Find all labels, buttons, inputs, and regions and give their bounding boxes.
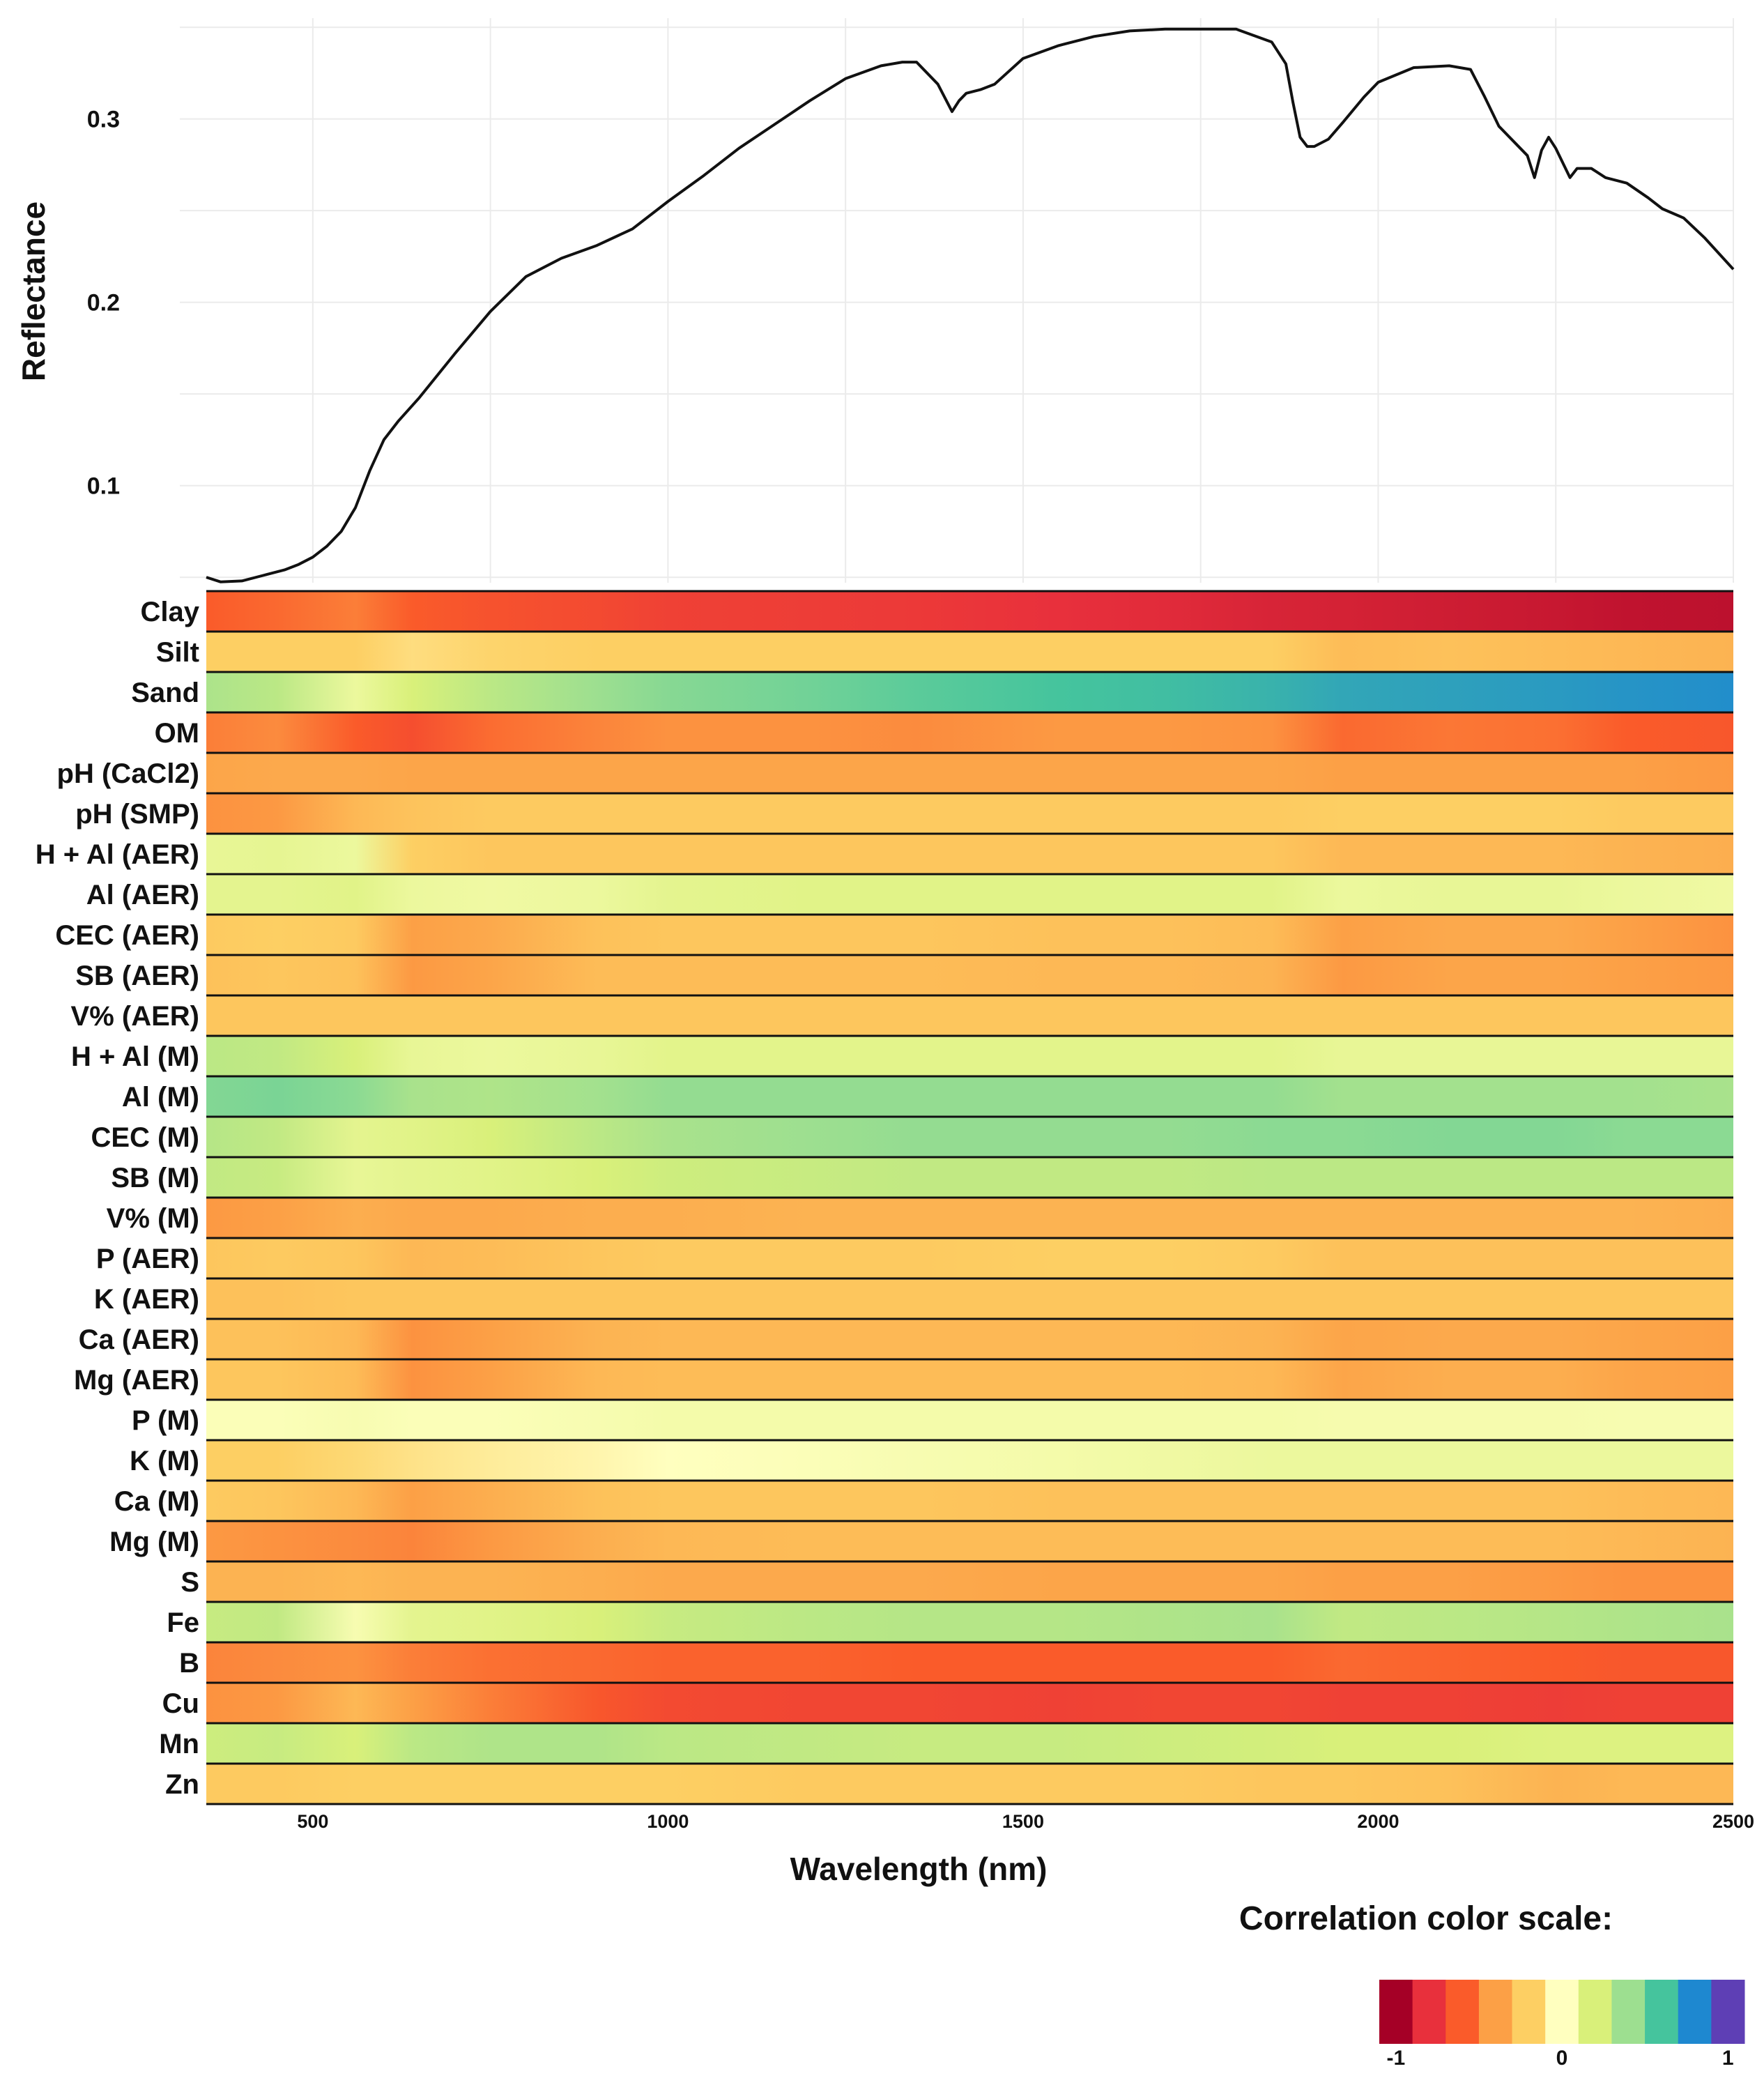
heatmap-row bbox=[206, 874, 1733, 915]
heatmap-row-label: CEC (M) bbox=[91, 1122, 199, 1153]
heatmap-row bbox=[206, 1238, 1733, 1278]
heatmap-row-label: pH (SMP) bbox=[75, 799, 199, 830]
color-scale-swatch bbox=[1412, 1980, 1446, 2044]
x-tick-label: 1500 bbox=[1002, 1811, 1044, 1832]
reflectance-gridlines bbox=[180, 18, 1734, 583]
color-scale-tick-label: -1 bbox=[1386, 2047, 1405, 2070]
heatmap-row-label: V% (AER) bbox=[71, 1001, 199, 1032]
heatmap-row bbox=[206, 1278, 1733, 1319]
heatmap-rows: Clay Silt Sand OM pH (CaCl2) pH (SMP) H + Al (… bbox=[36, 590, 1733, 1805]
color-scale-labels: -1 0 1 bbox=[1386, 2047, 1733, 2070]
heatmap-row-label: S bbox=[181, 1567, 199, 1598]
y-tick-label: 0.2 bbox=[87, 290, 120, 316]
heatmap-row-label: H + Al (M) bbox=[71, 1041, 199, 1072]
heatmap-row-label: Silt bbox=[156, 637, 199, 668]
heatmap-row-label: Al (M) bbox=[122, 1082, 199, 1113]
heatmap-row-label: Sand bbox=[131, 678, 199, 708]
heatmap-row-label: P (AER) bbox=[96, 1244, 199, 1274]
heatmap-row-label: K (M) bbox=[130, 1446, 199, 1476]
heatmap-row bbox=[206, 1642, 1733, 1683]
heatmap-row-label: Ca (M) bbox=[114, 1486, 199, 1517]
heatmap-row-label: Mg (M) bbox=[109, 1527, 199, 1557]
wavelength-x-ticks: 500 1000 1500 2000 2500 bbox=[297, 1811, 1754, 1832]
heatmap-row-label: pH (CaCl2) bbox=[57, 758, 199, 789]
heatmap-row-label: OM bbox=[155, 718, 199, 749]
heatmap-row bbox=[206, 995, 1733, 1036]
color-scale-title: Correlation color scale: bbox=[1239, 1900, 1613, 1937]
x-tick-label: 1000 bbox=[647, 1811, 689, 1832]
heatmap-row-label: Mg (AER) bbox=[74, 1365, 199, 1396]
reflectance-y-ticks: 0.1 0.2 0.3 bbox=[87, 107, 120, 500]
color-scale-tick-label: 1 bbox=[1722, 2047, 1734, 2070]
heatmap-row-label: Al (AER) bbox=[86, 880, 199, 910]
heatmap-row bbox=[206, 1521, 1733, 1561]
heatmap-row-label: Cu bbox=[162, 1688, 199, 1719]
color-scale-swatch bbox=[1678, 1980, 1712, 2044]
color-scale-swatch bbox=[1379, 1980, 1413, 2044]
heatmap-row bbox=[206, 1481, 1733, 1521]
heatmap-row-label: Mn bbox=[159, 1729, 199, 1759]
reflectance-line bbox=[206, 27, 1735, 583]
heatmap-row bbox=[206, 1036, 1733, 1076]
color-scale-swatch bbox=[1445, 1980, 1480, 2044]
color-scale-swatch bbox=[1611, 1980, 1646, 2044]
heatmap-row bbox=[206, 1117, 1733, 1157]
y-tick-label: 0.3 bbox=[87, 107, 120, 133]
heatmap-row bbox=[206, 1602, 1733, 1642]
color-scale-swatch bbox=[1645, 1980, 1679, 2044]
heatmap-row-label: Fe bbox=[167, 1607, 199, 1638]
heatmap-row bbox=[206, 712, 1733, 753]
color-scale-swatch bbox=[1711, 1980, 1745, 2044]
heatmap-row-label: V% (M) bbox=[107, 1203, 199, 1234]
color-scale-swatch bbox=[1478, 1980, 1513, 2044]
heatmap-row-label: CEC (AER) bbox=[55, 920, 199, 951]
heatmap-row bbox=[206, 1359, 1733, 1400]
heatmap-row bbox=[206, 1561, 1733, 1602]
heatmap-row bbox=[206, 915, 1733, 955]
color-scale-swatch bbox=[1512, 1980, 1546, 2044]
heatmap-row-label: B bbox=[179, 1648, 199, 1679]
color-scale-tick-label: 0 bbox=[1556, 2047, 1568, 2070]
heatmap-row-label: SB (M) bbox=[111, 1163, 199, 1193]
heatmap-row bbox=[206, 1723, 1733, 1764]
x-tick-label: 500 bbox=[297, 1811, 328, 1832]
heatmap-row bbox=[206, 1683, 1733, 1723]
x-tick-label: 2000 bbox=[1357, 1811, 1399, 1832]
heatmap-row bbox=[206, 1076, 1733, 1117]
heatmap-row bbox=[206, 955, 1733, 995]
heatmap-row bbox=[206, 1198, 1733, 1238]
heatmap-row-label: K (AER) bbox=[94, 1284, 199, 1315]
heatmap-row bbox=[206, 1440, 1733, 1481]
heatmap-row bbox=[206, 1157, 1733, 1198]
color-scale-swatch bbox=[1545, 1980, 1579, 2044]
heatmap-row bbox=[206, 672, 1733, 712]
heatmap-row-label: SB (AER) bbox=[75, 961, 199, 991]
heatmap-row-label: Ca (AER) bbox=[79, 1324, 199, 1355]
heatmap-row bbox=[206, 591, 1733, 632]
heatmap-row bbox=[206, 1764, 1733, 1804]
heatmap-row-label: Zn bbox=[165, 1769, 199, 1800]
wavelength-axis-title: Wavelength (nm) bbox=[790, 1851, 1048, 1887]
color-scale-swatch bbox=[1578, 1980, 1612, 2044]
heatmap-row bbox=[206, 632, 1733, 672]
heatmap-row bbox=[206, 1319, 1733, 1359]
color-scale-bar bbox=[1379, 1980, 1745, 2044]
heatmap-row-label: P (M) bbox=[132, 1405, 199, 1436]
heatmap-row-label: H + Al (AER) bbox=[36, 839, 199, 870]
heatmap-row bbox=[206, 1400, 1733, 1440]
heatmap-row-label: Clay bbox=[141, 597, 200, 627]
heatmap-row bbox=[206, 834, 1733, 874]
x-tick-label: 2500 bbox=[1712, 1811, 1754, 1832]
heatmap-row bbox=[206, 753, 1733, 793]
reflectance-axis-title: Reflectance bbox=[15, 201, 52, 381]
heatmap-row bbox=[206, 793, 1733, 834]
y-tick-label: 0.1 bbox=[87, 473, 120, 500]
